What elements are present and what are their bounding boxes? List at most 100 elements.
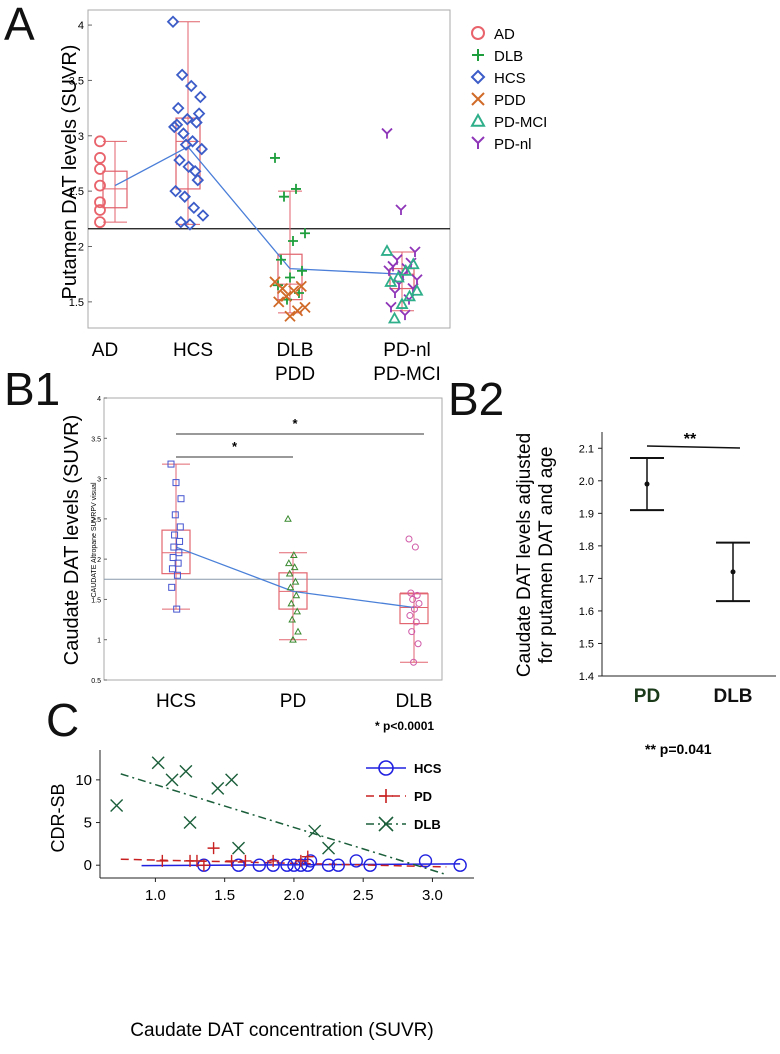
panel-b1-significance-star: * [232,439,238,454]
panel-b1-point-dlb [405,535,413,543]
panel-a-chart: Putamen DAT levels (SUVR) 1.5 2 2.5 3 3.5 4 A… [59,9,547,385]
panel-a-point-dlb-shape [279,191,289,202]
panel-c-point-dlb-shape [322,841,336,855]
panel-c-legend-marker-shape [378,816,394,832]
panel-b1-point-pd-shape [291,577,300,585]
panel-a-point-pd-mci-shape [399,264,413,276]
panel-a-point-ad [94,196,106,209]
panel-c-point-dlb [308,824,322,838]
panel-b1-point-hcs-shape [168,583,176,591]
panel-b1-point-hcs [177,495,185,503]
panel-b1-point-dlb [406,612,414,620]
panel-b1-point-dlb-shape [406,612,414,620]
panel-b2-xlabel: PD [634,686,660,707]
panel-b1-point-hcs-shape [176,523,184,531]
panel-b1-ytick-label: 1.5 [91,597,101,604]
panel-a-point-dlb [297,265,307,276]
panel-b1-point-pd [287,599,296,607]
panel-a-point-dlb-shape [300,228,310,239]
panel-c-point-dlb [211,781,225,795]
panel-a-point-pd-mci [391,270,405,283]
panel-b1-point-dlb-shape [414,640,422,648]
panel-a-point-pd-mci [410,283,424,296]
panel-b1-point-hcs-shape [174,559,182,567]
panel-b1-point-pd-shape [284,514,292,522]
panel-a-point-hcs [169,184,182,198]
panel-c-xtick-label: 2.0 [283,887,304,904]
panel-c-point-hcs-shape [453,858,467,872]
panel-a-point-dlb [291,183,301,194]
panel-a-ytick-label: 4 [78,20,84,32]
panel-a-point-hcs-shape [179,138,193,151]
panel-c-point-dlb [225,773,239,787]
panel-a-point-pdd-shape [284,310,296,322]
panel-c-point-pd-shape [225,854,238,867]
panel-c-legend-label: HCS [414,761,442,776]
panel-c-point-hcs [252,858,266,872]
panel-c-point-hcs [321,858,336,872]
panel-c-point-dlb [151,756,165,770]
panel-a-legend-marker [471,136,485,149]
panel-b1-point-pd-shape [284,559,293,567]
panel-c-point-dlb-shape [151,756,165,770]
panel-a-point-pdd [295,280,307,292]
panel-b2-ytick-label: 1.4 [579,671,594,683]
panel-c-point-dlb-shape [232,841,246,855]
panel-b1-point-pd-shape [290,563,299,571]
panel-a-point-pd-mci [380,244,394,256]
panel-b2-ytick-label: 1.7 [579,573,594,585]
panel-a-point-hcs [179,138,193,151]
panel-c-point-hcs [349,854,363,868]
panel-a-point-ad [94,152,106,164]
panel-c-point-hcs [363,858,377,872]
panel-b1-point-hcs-shape [171,531,179,539]
panel-c-point-dlb [183,816,197,830]
panel-b2-ytick-label: 2.1 [579,443,594,455]
panel-a-point-hcs [184,79,198,93]
panel-a-point-hcs-shape [195,142,208,156]
panel-a-point-pd-mci-shape [384,275,398,287]
panel-a-point-pd-nl-shape [381,127,393,139]
panel-b1-point-hcs-shape [176,537,184,545]
panel-c-point-dlb-shape [308,824,322,838]
panel-a-point-hcs [195,142,208,156]
panel-a-point-pdd [273,296,285,308]
panel-c-point-dlb-shape [165,773,179,787]
panel-a-point-hcs-shape [187,201,201,215]
panel-a-point-dlb-shape [291,183,301,194]
panel-a-point-pdd [280,290,292,302]
panel-a-xlabel: AD [92,340,118,361]
panel-a-point-ad-shape [94,204,106,216]
panel-b1-point-pd [284,559,293,567]
panel-c-fit-line-dlb [120,773,447,876]
panel-a-point-pdd-shape [295,280,307,292]
panel-b1-point-pd [289,551,298,559]
panel-a-legend-label: DLB [494,48,523,65]
panel-c-point-hcs-shape [363,858,377,872]
panel-a-legend-label: PDD [494,92,526,109]
panel-a-point-hcs-shape [183,218,197,231]
panel-a-point-pdd-shape [273,296,285,308]
panel-label-c: C [46,694,79,746]
panel-b1-point-hcs-shape [172,479,180,487]
panel-b1-point-pd-shape [288,615,297,623]
panel-c-point-pd-shape [267,854,280,867]
panel-b1-point-hcs-shape [171,511,179,519]
panel-a-legend-marker [471,92,485,106]
panel-c-point-dlb-shape [110,798,124,812]
panel-c-point-hcs-shape [331,858,345,872]
panel-a-point-hcs [175,68,189,82]
panel-c-legend-marker [378,816,394,832]
panel-a-legend-marker [471,26,485,40]
panel-a-point-ad-shape [94,135,106,148]
panel-c-point-hcs-shape [321,858,336,872]
panel-a-legend-marker [470,112,486,127]
panel-a-point-hcs [188,164,202,178]
panel-b1-point-dlb-shape [405,535,413,543]
panel-a-point-dlb [285,272,295,283]
panel-b2-ytick-label: 1.6 [579,606,594,618]
panel-b1-point-dlb-shape [408,628,416,636]
panel-c-legend-marker [378,760,394,776]
panel-c-point-dlb [110,798,124,812]
panel-a-point-pd-mci-shape [395,297,409,309]
